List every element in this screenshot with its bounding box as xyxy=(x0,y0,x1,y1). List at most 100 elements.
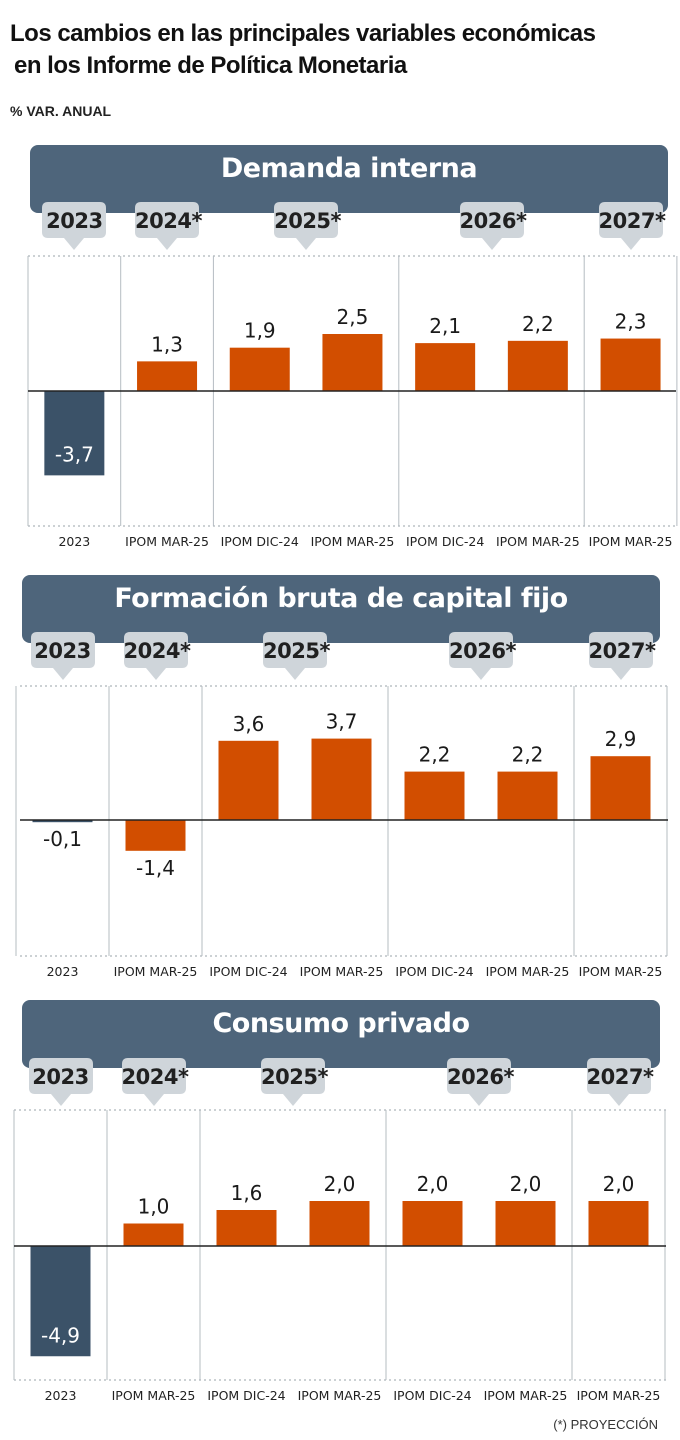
data-label: -0,1 xyxy=(43,827,82,851)
footnote: (*) PROYECCIÓN xyxy=(553,1417,658,1432)
bar xyxy=(495,1201,556,1246)
data-label: 1,6 xyxy=(231,1181,263,1205)
bar xyxy=(218,740,279,820)
x-tick-label: IPOM MAR-25 xyxy=(300,964,384,979)
x-tick-label: 2023 xyxy=(58,534,90,549)
bar xyxy=(137,361,198,391)
year-tag-label: 2024* xyxy=(123,639,191,663)
bar xyxy=(590,756,651,820)
year-tag: 2026* xyxy=(459,202,527,250)
x-tick-label: IPOM MAR-25 xyxy=(298,1388,382,1403)
data-label: 2,2 xyxy=(419,743,451,767)
year-tag-shape xyxy=(261,1058,325,1106)
x-tick-label: IPOM MAR-25 xyxy=(577,1388,661,1403)
year-tag-shape xyxy=(588,632,653,680)
bar xyxy=(600,338,661,391)
data-label: 2,0 xyxy=(510,1172,542,1196)
bar xyxy=(311,738,372,820)
data-label: 1,9 xyxy=(244,319,276,343)
chart-banner: Consumo privado xyxy=(22,1000,660,1068)
year-tag: 2024* xyxy=(123,632,191,680)
year-tag-label: 2027* xyxy=(598,209,666,233)
bar xyxy=(44,391,105,476)
data-label: 1,0 xyxy=(138,1195,170,1219)
chart-title: Formación bruta de capital fijo xyxy=(114,583,568,614)
title-line-1: Los cambios en las principales variables… xyxy=(10,20,596,47)
bar xyxy=(497,771,558,820)
data-label: 2,0 xyxy=(603,1172,635,1196)
year-tag: 2027* xyxy=(586,1058,654,1106)
bar xyxy=(216,1210,277,1246)
data-label: 2,0 xyxy=(324,1172,356,1196)
data-label: -3,7 xyxy=(55,442,94,466)
x-tick-label: IPOM DIC-24 xyxy=(393,1388,471,1403)
year-tag-shape xyxy=(586,1058,651,1106)
data-label: 2,0 xyxy=(417,1172,449,1196)
data-label: 3,7 xyxy=(326,710,358,734)
year-tag-label: 2026* xyxy=(449,639,516,663)
x-tick-label: IPOM DIC-24 xyxy=(207,1388,285,1403)
year-tag-label: 2024* xyxy=(135,209,202,233)
bar xyxy=(415,343,476,391)
year-tag: 2023 xyxy=(28,1058,93,1106)
bar xyxy=(30,1246,91,1357)
data-label: -4,9 xyxy=(41,1323,80,1347)
bar xyxy=(507,340,568,391)
data-label: 2,5 xyxy=(337,305,369,329)
bar xyxy=(125,820,186,851)
x-tick-label: IPOM MAR-25 xyxy=(112,1388,196,1403)
bar xyxy=(588,1201,649,1246)
unit-label: % VAR. ANUAL xyxy=(10,103,112,119)
year-tag-label: 2023 xyxy=(34,639,91,663)
data-label: 2,3 xyxy=(615,310,647,334)
year-tag: 2026* xyxy=(447,1058,514,1106)
data-label: 2,1 xyxy=(429,314,461,338)
x-tick-label: IPOM MAR-25 xyxy=(114,964,198,979)
year-tag-shape xyxy=(123,632,188,680)
chart-title: Consumo privado xyxy=(212,1008,470,1039)
x-tick-label: IPOM MAR-25 xyxy=(589,534,673,549)
x-tick-label: 2023 xyxy=(45,1388,77,1403)
year-tag-shape xyxy=(449,632,513,680)
chart-banner: Formación bruta de capital fijo xyxy=(22,575,660,643)
bar xyxy=(229,347,290,391)
bar xyxy=(32,820,93,823)
page-title: Los cambios en las principales variables… xyxy=(10,18,596,82)
bar xyxy=(123,1223,184,1246)
year-tag: 2026* xyxy=(449,632,516,680)
data-label: -1,4 xyxy=(136,856,175,880)
year-tag-label: 2023 xyxy=(46,209,103,233)
year-tag: 2025* xyxy=(263,632,330,680)
year-tag-shape xyxy=(121,1058,186,1106)
year-tag: 2027* xyxy=(598,202,666,250)
x-tick-label: IPOM MAR-25 xyxy=(579,964,663,979)
year-tag: 2025* xyxy=(261,1058,328,1106)
bar xyxy=(322,334,383,391)
bar xyxy=(309,1201,370,1246)
year-tag: 2023 xyxy=(30,632,95,680)
year-tag-shape xyxy=(28,1058,93,1106)
x-tick-label: IPOM MAR-25 xyxy=(486,964,570,979)
title-line-2: en los Informe de Política Monetaria xyxy=(14,52,407,79)
year-tag-label: 2027* xyxy=(586,1065,654,1089)
x-tick-label: IPOM MAR-25 xyxy=(496,534,580,549)
year-tag-shape xyxy=(447,1058,511,1106)
year-tag: 2027* xyxy=(588,632,656,680)
year-tag-shape xyxy=(274,202,339,250)
x-tick-label: IPOM DIC-24 xyxy=(406,534,484,549)
year-tag-shape xyxy=(42,202,107,250)
year-tag-label: 2024* xyxy=(121,1065,189,1089)
year-tag-label: 2025* xyxy=(261,1065,328,1089)
year-tag-shape xyxy=(30,632,95,680)
data-label: 2,2 xyxy=(512,743,544,767)
year-tag-label: 2026* xyxy=(447,1065,514,1089)
year-tag-shape xyxy=(459,202,524,250)
chart-title: Demanda interna xyxy=(220,153,478,184)
year-tag: 2024* xyxy=(121,1058,189,1106)
data-label: 2,2 xyxy=(522,312,554,336)
bar xyxy=(404,771,465,820)
year-tag-label: 2025* xyxy=(263,639,330,663)
data-label: 3,6 xyxy=(233,712,265,736)
